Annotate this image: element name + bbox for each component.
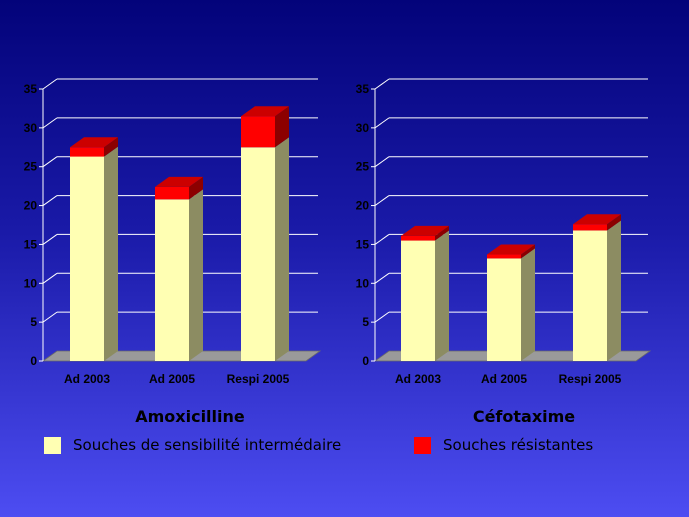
bar-front xyxy=(573,230,607,361)
bar-amox-sensible-1 xyxy=(155,189,203,361)
y-tick-label: 5 xyxy=(362,315,369,329)
bar-top xyxy=(70,137,118,148)
bar-side xyxy=(275,106,289,148)
x-category-label: Ad 2003 xyxy=(64,372,110,386)
bar-side xyxy=(435,225,449,241)
bar-top xyxy=(573,214,621,225)
bar-top xyxy=(401,225,449,236)
legend-item-resistant: Souches résistantes xyxy=(414,436,593,454)
legend-label-resistant: Souches résistantes xyxy=(443,436,594,454)
bar-cefo-resistant-1 xyxy=(487,244,535,259)
gridline-diag xyxy=(374,272,390,284)
gridline-diag xyxy=(42,311,58,323)
bar-front xyxy=(401,240,435,361)
bar-top xyxy=(487,244,535,255)
gridline-diag xyxy=(374,234,390,245)
x-category-label: Ad 2005 xyxy=(149,372,195,386)
bar-side xyxy=(275,137,289,361)
y-tick-label: 15 xyxy=(24,237,38,251)
bar-top xyxy=(241,106,289,117)
gridline-diag xyxy=(42,117,58,129)
bar-side xyxy=(521,248,535,361)
bar-side xyxy=(189,176,203,200)
bar-amox-resistant-1 xyxy=(155,176,203,200)
bar-cefo-resistant-0 xyxy=(401,225,449,241)
x-category-label: Respi 2005 xyxy=(559,372,622,386)
x-category-label: Ad 2005 xyxy=(481,372,527,386)
bar-amox-sensible-2 xyxy=(241,137,289,361)
bar-cefo-sensible-0 xyxy=(401,230,449,361)
bar-cefo-sensible-2 xyxy=(573,220,621,361)
legend-swatch-sensible xyxy=(44,436,61,454)
gridline-diag xyxy=(374,78,390,90)
y-tick-label: 35 xyxy=(356,82,370,96)
gridline-diag xyxy=(374,117,390,129)
chart-amox: 0 5 10 15 20 25 30 35 Ad 2003 Ad 2005 Respi 2005 Am… xyxy=(24,78,322,426)
bar-front xyxy=(155,199,189,361)
y-tick-label: 25 xyxy=(24,160,38,174)
bar-side xyxy=(104,146,118,361)
bar-front xyxy=(155,186,189,200)
y-tick-label: 30 xyxy=(356,121,370,135)
gridline-diag xyxy=(42,156,58,168)
chart-cefo: 0 5 10 15 20 25 30 35 Ad 2003 Ad 2005 Respi 2005 Cé… xyxy=(356,78,652,426)
y-tick-label: 10 xyxy=(24,276,38,290)
bar-front xyxy=(70,156,104,361)
bar-cefo-sensible-1 xyxy=(487,248,535,361)
bar-front xyxy=(487,258,521,361)
chart-title-cefo: Céfotaxime xyxy=(473,407,575,426)
y-tick-label: 30 xyxy=(24,121,38,135)
bar-side xyxy=(189,189,203,361)
y-tick-label: 20 xyxy=(356,199,370,213)
legend-swatch-resistant xyxy=(414,436,431,454)
y-tick-label: 15 xyxy=(356,237,370,251)
gridline-diag xyxy=(42,272,58,284)
bar-side xyxy=(607,214,621,231)
bar-amox-resistant-2 xyxy=(241,106,289,148)
legend-label-sensible: Souches de sensibilité intermédaire xyxy=(73,436,342,454)
bar-front xyxy=(70,147,104,157)
gridline-diag xyxy=(374,156,390,168)
gridline-diag xyxy=(42,234,58,245)
y-tick-label: 5 xyxy=(30,315,37,329)
bar-front xyxy=(241,147,275,361)
bar-side xyxy=(607,220,621,361)
y-tick-label: 0 xyxy=(362,354,369,368)
gridline-diag xyxy=(42,195,58,206)
gridline-diag xyxy=(374,195,390,206)
bar-front xyxy=(401,235,435,241)
bar-side xyxy=(521,244,535,259)
gridline-diag xyxy=(374,311,390,323)
bar-front xyxy=(573,224,607,231)
bar-cefo-resistant-2 xyxy=(573,214,621,231)
bar-amox-sensible-0 xyxy=(70,146,118,361)
legend-item-sensible: Souches de sensibilité intermédaire xyxy=(44,436,341,454)
bar-side xyxy=(104,137,118,157)
y-tick-label: 0 xyxy=(30,354,37,368)
bar-top xyxy=(155,176,203,187)
gridline-diag xyxy=(42,78,58,90)
y-tick-label: 25 xyxy=(356,160,370,174)
x-category-label: Ad 2003 xyxy=(395,372,441,386)
y-tick-label: 10 xyxy=(356,276,370,290)
bar-amox-resistant-0 xyxy=(70,137,118,157)
bar-front xyxy=(241,116,275,148)
y-tick-label: 20 xyxy=(24,199,38,213)
bar-side xyxy=(435,230,449,361)
chart-title-amox: Amoxicilline xyxy=(135,407,245,426)
y-tick-label: 35 xyxy=(24,82,38,96)
x-category-label: Respi 2005 xyxy=(227,372,290,386)
bar-front xyxy=(487,254,521,259)
